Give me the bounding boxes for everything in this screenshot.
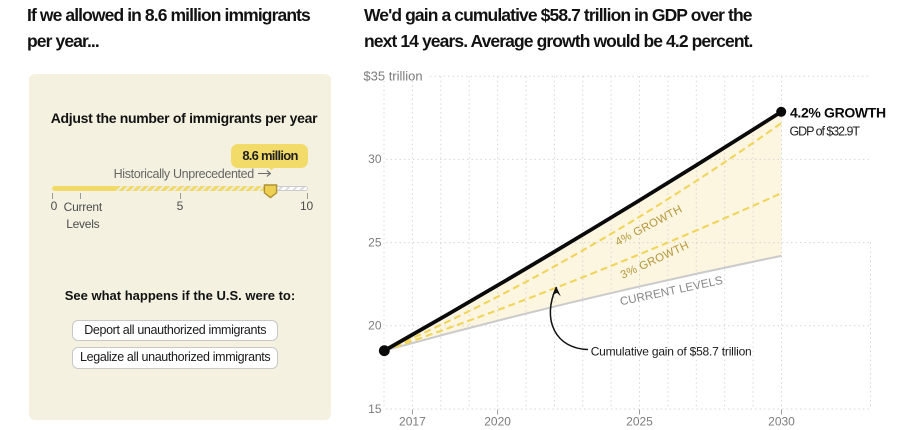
svg-text:2017: 2017 <box>399 415 426 429</box>
svg-text:30: 30 <box>368 152 382 166</box>
svg-text:$35 trillion: $35 trillion <box>363 68 422 83</box>
svg-text:GDP of $32.9T: GDP of $32.9T <box>790 125 861 139</box>
svg-text:2030: 2030 <box>768 415 795 429</box>
svg-text:2025: 2025 <box>626 415 653 429</box>
svg-text:4.2% GROWTH: 4.2% GROWTH <box>790 104 886 120</box>
svg-text:15: 15 <box>368 402 382 416</box>
svg-text:Cumulative gain of $58.7 trill: Cumulative gain of $58.7 trillion <box>591 344 752 358</box>
svg-text:20: 20 <box>368 319 382 333</box>
svg-text:25: 25 <box>368 235 382 249</box>
svg-text:2020: 2020 <box>484 415 511 429</box>
